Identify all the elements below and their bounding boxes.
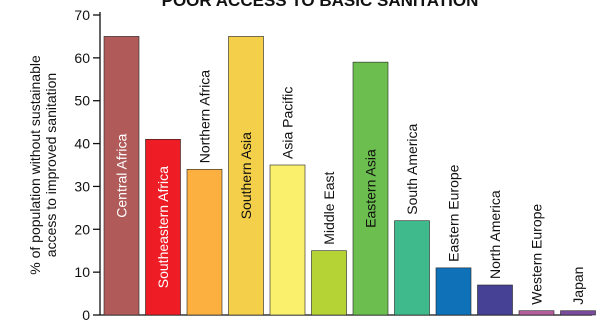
bar-label: Western Europe [529,204,545,305]
bars [103,36,596,316]
y-axis: 0 10 20 30 40 50 60 70 [74,7,592,322]
y-tick-label: 70 [74,7,90,23]
bar [103,36,140,316]
bar [352,61,389,316]
y-tick-label: 30 [74,178,90,194]
bar [394,220,430,316]
bar [228,36,264,316]
bar-label: Japan [570,267,586,305]
y-tick-label: 0 [82,307,90,322]
bar-labels: Central Africa Southeastern Africa Norther… [114,70,587,305]
y-axis-label-line: access to improved sanitation [43,73,59,257]
bar-label: Southeastern Africa [155,166,171,288]
y-axis-label-line: % of population without sustainable [27,55,43,275]
y-tick-label: 40 [74,136,90,152]
bar [435,267,472,316]
bar [477,284,513,316]
y-tick-label: 10 [74,264,90,280]
chart-title: POOR ACCESS TO BASIC SANITATION [162,0,479,10]
bar-label: Eastern Asia [363,149,379,228]
bar [269,164,306,316]
bar-label: North America [487,190,503,279]
y-axis-label-text: % of population without sustainableacces… [27,55,59,275]
bar-label: Northern Africa [197,70,213,164]
bar [560,310,596,316]
y-tick-label: 50 [74,93,90,109]
bar [145,138,181,316]
y-tick-label: 60 [74,50,90,66]
bar-label: Middle East [321,171,337,244]
bar-label: Asia Pacific [280,87,296,159]
bar [518,310,555,316]
bar-label: Eastern Europe [446,164,462,261]
y-tick-label: 20 [74,221,90,237]
bar-label: South America [404,123,420,214]
bar-label: Central Africa [114,133,130,217]
bar [311,250,347,316]
bar-label: Southern Asia [238,132,254,219]
bar [186,168,223,316]
y-axis-label: % of population without sustainableacces… [27,55,59,275]
